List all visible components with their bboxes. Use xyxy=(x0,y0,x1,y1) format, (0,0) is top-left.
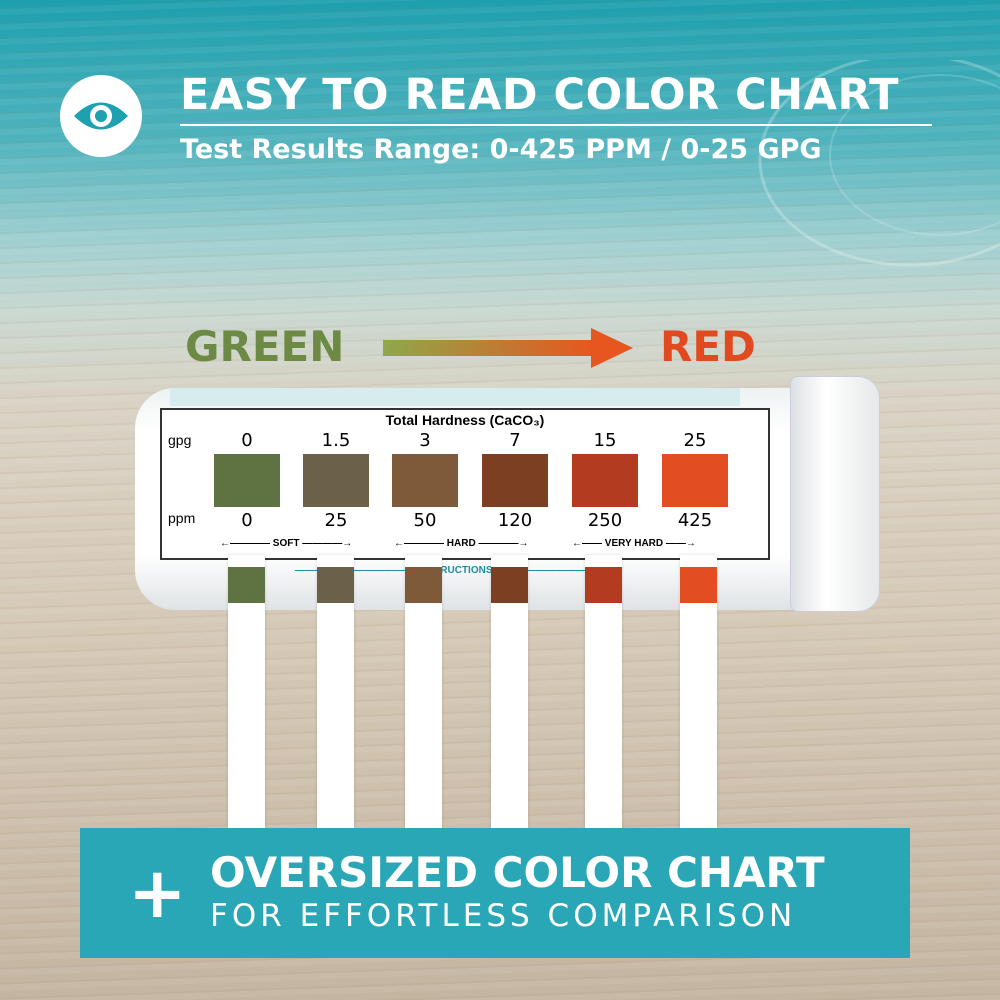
tube-cap xyxy=(790,376,880,612)
gpg-value: 7 xyxy=(509,430,521,451)
color-swatch xyxy=(214,454,280,507)
eye-icon xyxy=(60,75,142,157)
ppm-value: 250 xyxy=(587,510,623,531)
ppm-value: 425 xyxy=(677,510,713,531)
gpg-value: 0 xyxy=(241,430,253,451)
scale-start-label: GREEN xyxy=(185,322,345,371)
banner-subline: FOR EFFORTLESS COMPARISON xyxy=(210,898,797,934)
gpg-value: 25 xyxy=(683,430,707,451)
color-swatch xyxy=(572,454,638,507)
strip-pad xyxy=(228,567,265,603)
ppm-value: 50 xyxy=(413,510,437,531)
gpg-value: 1.5 xyxy=(321,430,351,451)
strip-pad xyxy=(405,567,442,603)
color-chart: Total Hardness (CaCO₃) gpg ppm 0 0 1.5 25… xyxy=(160,408,770,560)
ppm-label: ppm xyxy=(168,510,196,526)
page-subtitle: Test Results Range: 0-425 PPM / 0-25 GPG xyxy=(180,134,822,165)
page-title: EASY TO READ COLOR CHART xyxy=(180,70,899,120)
test-strip xyxy=(228,555,265,828)
category-soft: ←———— SOFT ————→ xyxy=(220,538,353,549)
test-strip xyxy=(405,555,442,828)
color-swatch xyxy=(482,454,548,507)
test-strip xyxy=(680,555,717,828)
test-strip xyxy=(317,555,354,828)
gpg-value: 15 xyxy=(593,430,617,451)
water-ripple-decoration xyxy=(758,60,1000,267)
color-swatch xyxy=(662,454,728,507)
arrow-right-icon xyxy=(383,328,633,368)
color-swatch xyxy=(392,454,458,507)
category-hard: ←———— HARD ————→ xyxy=(394,538,529,549)
title-divider xyxy=(180,124,932,126)
tube-label-band xyxy=(170,388,740,406)
category-very-hard: ←—— VERY HARD ——→ xyxy=(572,538,696,549)
ppm-value: 0 xyxy=(241,510,253,531)
ppm-value: 120 xyxy=(497,510,533,531)
banner-headline: OVERSIZED COLOR CHART xyxy=(210,848,825,897)
strip-pad xyxy=(585,567,622,603)
test-strip xyxy=(585,555,622,828)
chart-title: Total Hardness (CaCO₃) xyxy=(385,412,545,428)
strip-pad xyxy=(680,567,717,603)
strip-pad xyxy=(317,567,354,603)
plus-icon: + xyxy=(128,852,187,934)
feature-banner xyxy=(80,828,910,958)
color-swatch xyxy=(303,454,369,507)
gpg-label: gpg xyxy=(168,432,192,448)
ppm-value: 25 xyxy=(324,510,348,531)
instructions-heading: ———————————— INSTRUCTIONS ———————————— xyxy=(294,565,616,576)
test-strip xyxy=(491,555,528,828)
gpg-value: 3 xyxy=(419,430,431,451)
strip-pad xyxy=(491,567,528,603)
scale-end-label: RED xyxy=(660,322,756,371)
